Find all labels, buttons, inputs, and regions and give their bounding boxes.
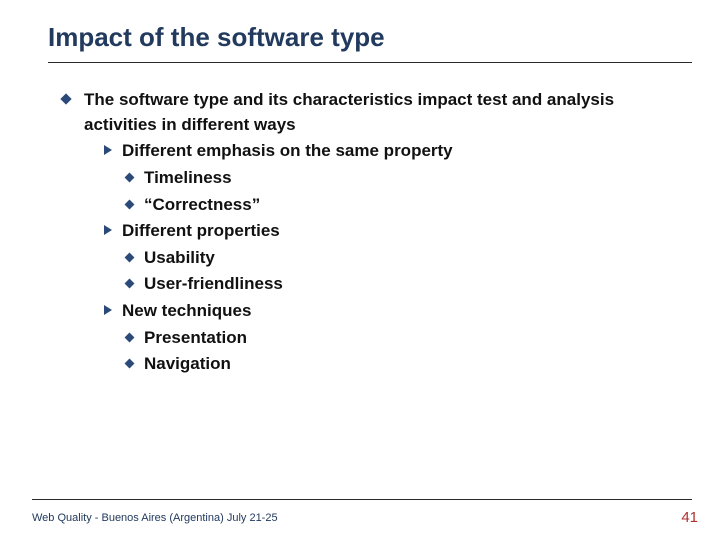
divider-top [48,62,692,63]
bullet-level-3: Navigation [62,352,680,377]
list-item: User-friendliness [144,274,283,293]
list-item: “Correctness” [144,195,260,214]
list-item: Usability [144,248,215,267]
diamond-icon [60,93,71,104]
diamond-icon [125,199,135,209]
diamond-icon [125,252,135,262]
bullet-level-3: “Correctness” [62,193,680,218]
body-text: The software type and its characteristic… [84,90,614,134]
divider-bottom [32,499,692,500]
slide: Impact of the software type The software… [0,0,720,540]
triangle-icon [104,225,112,235]
bullet-level-3: Presentation [62,326,680,351]
page-number: 41 [681,509,698,526]
bullet-level-2: Different emphasis on the same property [62,139,680,164]
triangle-icon [104,145,112,155]
diamond-icon [125,172,135,182]
section-heading: Different emphasis on the same property [122,141,453,160]
footer-text: Web Quality - Buenos Aires (Argentina) J… [32,512,278,524]
list-item: Timeliness [144,168,232,187]
diamond-icon [125,332,135,342]
diamond-icon [125,279,135,289]
diamond-icon [125,359,135,369]
bullet-level-2: Different properties [62,219,680,244]
section-heading: New techniques [122,301,251,320]
bullet-level-3: User-friendliness [62,272,680,297]
bullet-level-3: Usability [62,246,680,271]
slide-body: The software type and its characteristic… [62,88,680,379]
list-item: Presentation [144,328,247,347]
bullet-level-1: The software type and its characteristic… [62,88,680,137]
section-heading: Different properties [122,221,280,240]
bullet-level-3: Timeliness [62,166,680,191]
bullet-level-2: New techniques [62,299,680,324]
list-item: Navigation [144,354,231,373]
triangle-icon [104,305,112,315]
slide-title: Impact of the software type [48,22,385,53]
